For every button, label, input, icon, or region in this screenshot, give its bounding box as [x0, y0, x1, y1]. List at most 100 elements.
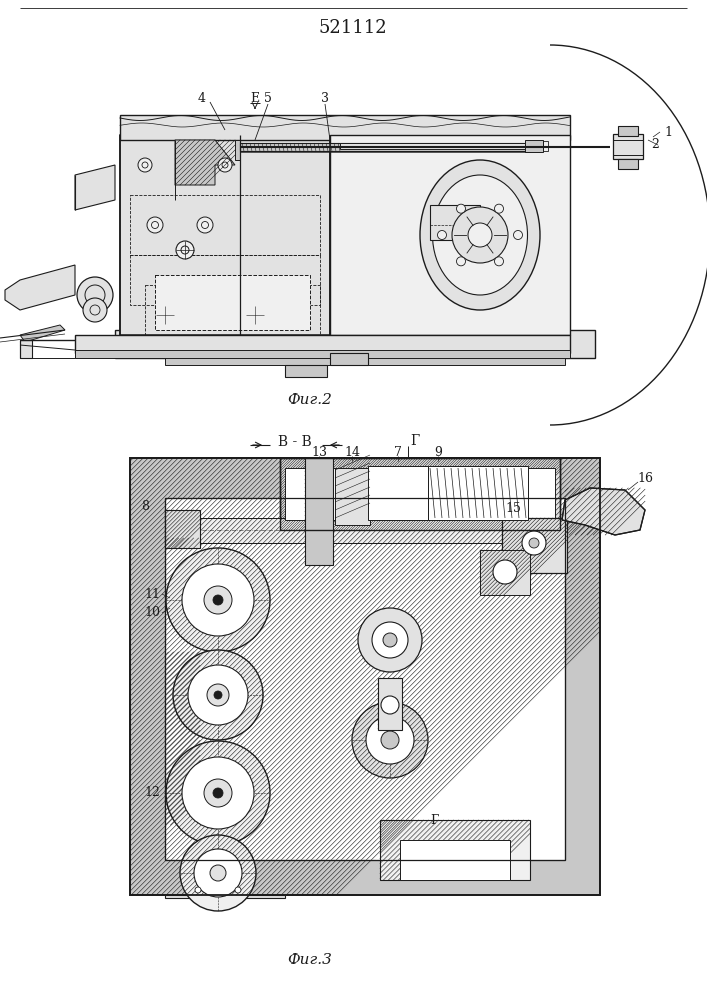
Circle shape — [235, 887, 241, 893]
Bar — [75, 335, 570, 353]
Circle shape — [207, 684, 229, 706]
Polygon shape — [175, 140, 235, 185]
Circle shape — [381, 696, 399, 714]
Polygon shape — [75, 165, 115, 210]
Bar — [120, 115, 570, 140]
Text: 521112: 521112 — [319, 19, 387, 37]
Text: 10: 10 — [144, 606, 160, 619]
Ellipse shape — [433, 175, 527, 295]
Bar — [430, 205, 480, 240]
Bar — [20, 340, 32, 358]
Bar — [525, 140, 543, 152]
Circle shape — [246, 306, 264, 324]
Bar — [400, 840, 510, 880]
Circle shape — [381, 731, 399, 749]
Bar — [285, 365, 327, 377]
Text: 14: 14 — [344, 446, 360, 460]
Bar — [120, 135, 330, 335]
Circle shape — [166, 548, 270, 652]
Polygon shape — [562, 488, 645, 535]
Circle shape — [513, 231, 522, 239]
Bar — [330, 135, 570, 335]
Bar — [130, 458, 600, 895]
Circle shape — [210, 865, 226, 881]
Ellipse shape — [420, 160, 540, 310]
Circle shape — [176, 241, 194, 259]
Text: 4: 4 — [198, 92, 206, 104]
Circle shape — [204, 586, 232, 614]
Circle shape — [218, 158, 232, 172]
Bar — [330, 353, 368, 365]
Bar — [130, 255, 320, 305]
Circle shape — [194, 849, 242, 897]
Bar — [368, 466, 428, 520]
Bar — [480, 550, 530, 595]
Bar — [502, 518, 567, 573]
Bar — [378, 678, 402, 730]
Text: 8: 8 — [141, 499, 149, 512]
Polygon shape — [20, 325, 65, 342]
Circle shape — [493, 560, 517, 584]
Circle shape — [204, 779, 232, 807]
Circle shape — [182, 757, 254, 829]
Circle shape — [366, 716, 414, 764]
Circle shape — [452, 207, 508, 263]
Text: 5: 5 — [264, 92, 272, 104]
Bar — [618, 159, 638, 169]
Circle shape — [529, 538, 539, 548]
Bar — [380, 820, 530, 880]
Circle shape — [147, 217, 163, 233]
Bar — [618, 126, 638, 136]
Circle shape — [522, 531, 546, 555]
Text: Фиг.3: Фиг.3 — [288, 953, 332, 967]
Circle shape — [138, 158, 152, 172]
Text: 16: 16 — [637, 472, 653, 485]
Text: 9: 9 — [434, 446, 442, 460]
Bar — [305, 458, 333, 565]
Bar — [145, 285, 320, 345]
Bar — [130, 195, 320, 255]
Text: Фиг.2: Фиг.2 — [288, 393, 332, 407]
Circle shape — [173, 650, 263, 740]
Circle shape — [180, 835, 256, 911]
Bar — [285, 468, 555, 520]
Bar — [115, 330, 595, 358]
Text: 13: 13 — [311, 446, 327, 460]
Text: 12: 12 — [144, 786, 160, 800]
Circle shape — [188, 665, 248, 725]
Circle shape — [197, 217, 213, 233]
Circle shape — [468, 223, 492, 247]
Circle shape — [494, 204, 503, 213]
Bar — [165, 510, 200, 548]
Bar — [165, 518, 565, 543]
Polygon shape — [165, 895, 285, 898]
Text: 7: 7 — [394, 446, 402, 460]
Bar — [240, 143, 530, 151]
Bar — [428, 466, 528, 520]
Bar — [155, 275, 310, 330]
Polygon shape — [5, 265, 75, 310]
Text: 2: 2 — [651, 138, 659, 151]
Text: 15: 15 — [505, 502, 521, 516]
Circle shape — [494, 257, 503, 266]
Bar — [543, 141, 548, 151]
Circle shape — [383, 633, 397, 647]
Circle shape — [156, 306, 174, 324]
Circle shape — [213, 788, 223, 798]
Bar — [280, 458, 560, 530]
Circle shape — [352, 702, 428, 778]
Text: E: E — [250, 92, 259, 104]
Circle shape — [438, 231, 447, 239]
Circle shape — [83, 298, 107, 322]
Bar — [280, 458, 560, 530]
Text: 11: 11 — [144, 587, 160, 600]
Circle shape — [358, 608, 422, 672]
Circle shape — [182, 564, 254, 636]
Text: Г: Г — [430, 814, 438, 826]
Bar — [165, 355, 565, 365]
Circle shape — [77, 277, 113, 313]
Bar — [613, 134, 643, 159]
Bar — [165, 498, 565, 860]
Polygon shape — [335, 468, 370, 525]
Text: 1: 1 — [664, 125, 672, 138]
